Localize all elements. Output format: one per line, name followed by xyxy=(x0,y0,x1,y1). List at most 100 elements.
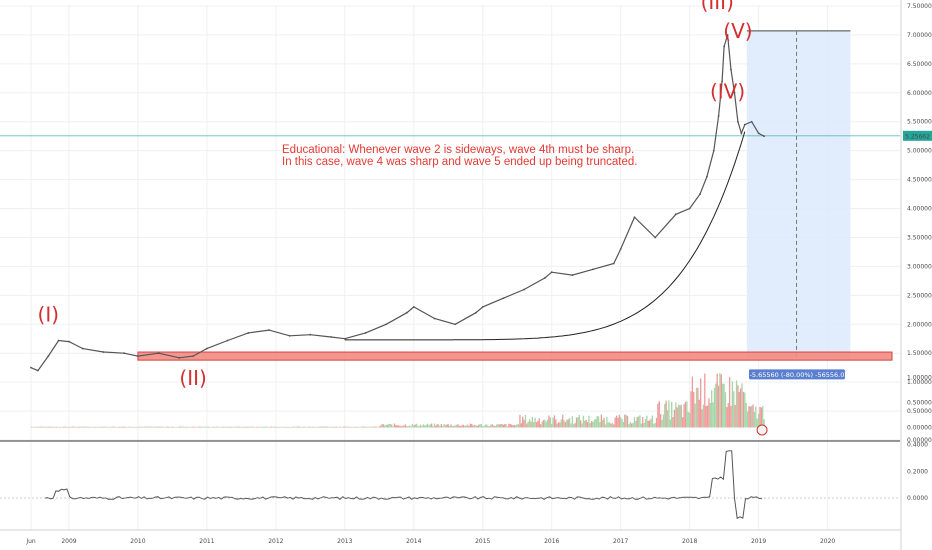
volume-bar xyxy=(440,424,442,428)
volume-bar xyxy=(39,426,41,428)
volume-bar xyxy=(80,426,82,428)
volume-bar xyxy=(189,426,191,428)
volume-bar xyxy=(505,424,507,428)
volume-bar xyxy=(464,425,466,428)
volume-bar xyxy=(668,400,670,428)
volume-bar xyxy=(647,420,649,428)
volume-bar xyxy=(660,414,662,428)
volume-bar xyxy=(344,426,346,428)
volume-bar xyxy=(286,426,288,428)
volume-bar xyxy=(326,426,328,428)
volume-bar xyxy=(320,426,322,428)
volume-bar xyxy=(646,415,648,428)
wave-label: (IV) xyxy=(710,80,745,104)
volume-bar xyxy=(586,422,589,428)
volume-bar xyxy=(175,426,178,428)
volume-bar xyxy=(377,426,379,428)
volume-bar xyxy=(206,426,208,428)
volume-bar xyxy=(368,426,371,428)
volume-bar xyxy=(145,426,147,428)
volume-bar xyxy=(749,406,751,428)
price-point xyxy=(157,352,160,355)
x-tick-label: 2015 xyxy=(475,538,490,545)
volume-bar xyxy=(192,426,194,428)
volume-bar xyxy=(210,426,212,428)
volume-bar xyxy=(47,426,49,428)
price-point xyxy=(712,149,715,152)
volume-bar xyxy=(654,422,656,428)
volume-bar xyxy=(380,425,382,428)
volume-bar xyxy=(466,424,469,428)
volume-bar xyxy=(465,425,467,428)
volume-bar xyxy=(697,387,699,428)
volume-bar xyxy=(57,426,59,428)
volume-bar xyxy=(724,392,727,428)
volume-bar xyxy=(629,422,631,428)
price-point xyxy=(571,274,574,276)
volume-bar xyxy=(76,426,78,428)
volume-bar xyxy=(337,426,339,428)
y-tick-label: 7.50000 xyxy=(907,3,932,10)
volume-bar xyxy=(760,407,762,428)
volume-bar xyxy=(461,425,463,428)
volume-bar xyxy=(664,403,666,428)
volume-bar xyxy=(600,414,602,428)
volume-bar xyxy=(98,426,100,428)
volume-bar xyxy=(500,423,502,428)
volume-bar xyxy=(746,411,749,428)
volume-bar xyxy=(457,424,459,428)
volume-bar xyxy=(341,426,343,428)
volume-bar xyxy=(513,425,516,428)
volume-bar xyxy=(705,405,707,428)
volume-bar xyxy=(36,426,38,428)
x-tick-label: 2014 xyxy=(406,538,421,545)
volume-bar xyxy=(502,424,505,428)
volume-bar xyxy=(82,426,84,428)
volume-bar xyxy=(530,421,532,428)
volume-bar xyxy=(599,422,601,428)
volume-bar xyxy=(323,426,325,428)
price-point xyxy=(737,120,739,123)
volume-bar xyxy=(690,391,692,428)
volume-bar xyxy=(294,426,296,428)
volume-bar xyxy=(297,426,299,428)
volume-bar xyxy=(367,426,369,428)
volume-bar xyxy=(335,426,338,428)
volume-bar xyxy=(360,426,362,428)
volume-bar xyxy=(602,419,604,428)
volume-bar xyxy=(346,426,349,428)
volume-bar xyxy=(631,423,633,428)
volume-bar xyxy=(215,426,218,428)
volume-bar xyxy=(246,426,248,428)
volume-bar xyxy=(138,426,140,428)
volume-bar xyxy=(511,424,513,428)
volume-bar xyxy=(261,426,263,428)
volume-bar xyxy=(84,426,87,428)
volume-bar xyxy=(151,426,153,428)
volume-bar xyxy=(279,426,281,428)
volume-bar xyxy=(327,426,329,428)
y-tick-label: 0.50000 xyxy=(907,408,932,415)
volume-bar xyxy=(255,426,258,428)
volume-bar xyxy=(713,387,716,428)
volume-bar xyxy=(446,424,448,428)
volume-bar xyxy=(349,426,351,428)
volume-bar xyxy=(397,425,400,428)
volume-bar xyxy=(97,426,99,428)
volume-bar xyxy=(487,425,489,428)
volume-bar xyxy=(378,426,380,428)
volume-bar xyxy=(524,414,527,428)
volume-bar xyxy=(493,425,495,428)
y-tick-label: 5.00000 xyxy=(907,148,932,155)
volume-bar xyxy=(624,414,626,428)
volume-bar xyxy=(71,426,73,428)
volume-bar xyxy=(541,421,543,428)
volume-bar xyxy=(60,426,62,428)
volume-bar xyxy=(448,426,451,428)
volume-bar xyxy=(399,425,401,428)
volume-bar xyxy=(164,426,167,428)
volume-bar xyxy=(418,426,420,428)
volume-bar xyxy=(217,426,219,428)
x-tick-label: 2016 xyxy=(544,538,559,545)
volume-bar xyxy=(62,426,65,428)
